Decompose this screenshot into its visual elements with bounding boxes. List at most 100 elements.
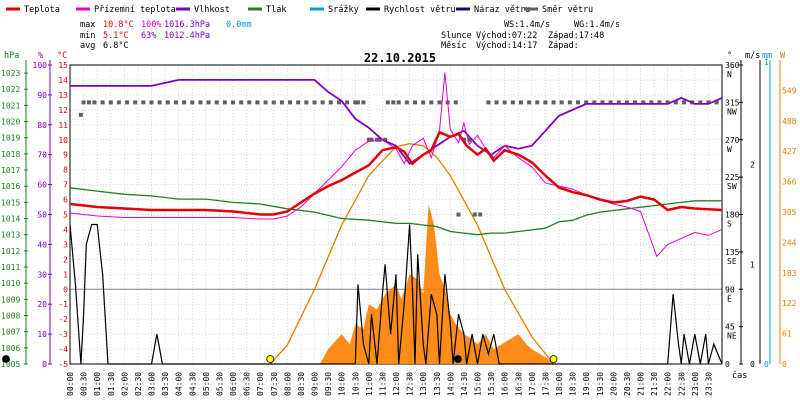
- direction-tick-label: 180: [725, 211, 740, 220]
- wind-direction-point: [231, 100, 235, 105]
- time-tick-label: 05:00: [202, 372, 211, 396]
- wind-tick-label: 0: [750, 360, 755, 369]
- temp-tick-label: 4: [63, 225, 68, 234]
- wind-direction-point: [559, 100, 564, 105]
- wind-direction-point: [355, 100, 360, 105]
- temp-tick-label: 5: [63, 211, 68, 220]
- legend-label: Tlak: [266, 5, 286, 15]
- direction-tick-label: 90: [725, 285, 735, 294]
- direction-compass-label: S: [727, 220, 732, 229]
- time-tick-label: 13:30: [433, 372, 442, 396]
- time-tick-label: 20:30: [623, 372, 632, 396]
- wind-direction-point: [413, 100, 418, 105]
- time-tick-label: 18:30: [569, 372, 578, 396]
- wind-direction-point: [600, 100, 605, 105]
- time-tick-label: 14:30: [460, 372, 469, 396]
- wind-direction-point: [190, 100, 195, 105]
- direction-compass-label: W: [727, 145, 732, 154]
- solar-tick-label: 488: [782, 117, 797, 126]
- max-temp: 10.8°C: [103, 20, 134, 30]
- time-tick-label: 01:30: [107, 372, 116, 396]
- wind-direction-point: [714, 100, 719, 105]
- time-tick-label: 03:00: [148, 372, 157, 396]
- wind-direction-point: [255, 100, 260, 105]
- time-tick-label: 09:30: [324, 372, 333, 396]
- wind-direction-point: [116, 100, 121, 105]
- wind-speed-line: [69, 223, 723, 365]
- time-tick-label: 21:30: [650, 372, 659, 396]
- wind-direction-point: [633, 100, 638, 105]
- temp-tick-label: 11: [58, 121, 68, 130]
- min-label: min: [80, 31, 95, 41]
- wind-direction-point: [391, 100, 396, 105]
- wind-direction-point: [510, 100, 515, 105]
- temp-tick-label: 1: [63, 270, 68, 279]
- pressure-tick-label: 1018: [1, 150, 20, 159]
- pressure-tick-label: 1012: [1, 247, 20, 256]
- time-tick-label: 19:30: [596, 372, 605, 396]
- time-tick-label: 15:30: [487, 372, 496, 396]
- temp-tick-label: -4: [58, 345, 68, 354]
- time-tick-label: 09:00: [311, 372, 320, 396]
- sun-rise: Východ:07:22: [476, 31, 537, 41]
- unit-hpa: hPa: [4, 51, 19, 61]
- legend: Teplota Přízemní teplota Vlhkost Tlak Srážky…: [6, 5, 593, 15]
- sunset-marker: [549, 355, 558, 363]
- time-tick-label: 07:00: [256, 372, 265, 396]
- wg-value: WG:1.4m/s: [574, 20, 620, 30]
- wind-direction-point: [472, 212, 477, 217]
- direction-tick-label: 0: [725, 360, 730, 369]
- wind-direction-point: [396, 100, 401, 105]
- wind-direction-point: [206, 100, 211, 105]
- time-tick-label: 05:30: [215, 372, 224, 396]
- time-tick-label: 16:00: [501, 372, 510, 396]
- time-tick-label: 20:00: [609, 372, 618, 396]
- legend-label: Teplota: [24, 5, 60, 15]
- temp-tick-label: 7: [63, 181, 68, 190]
- wind-direction-point: [165, 100, 170, 105]
- moon-set: Západ:: [548, 41, 579, 51]
- humidity-tick-label: 40: [37, 240, 47, 249]
- wind-direction-point: [641, 100, 646, 105]
- wind-direction-point: [437, 100, 442, 105]
- rain-tick-label: 0: [764, 360, 769, 369]
- solar-tick-label: 244: [782, 238, 797, 247]
- max-rain: 0.0mm: [226, 20, 252, 30]
- legend-label: Vlhkost: [194, 5, 230, 15]
- humidity-tick-label: 10: [37, 330, 47, 339]
- chart-title: 22.10.2015: [364, 51, 436, 65]
- time-tick-label: 17:30: [541, 372, 550, 396]
- wind-direction-point: [92, 100, 97, 105]
- time-tick-label: 23:00: [691, 372, 700, 396]
- wind-direction-point: [518, 100, 523, 105]
- time-tick-label: 02:00: [120, 372, 129, 396]
- temp-tick-label: 8: [63, 166, 68, 175]
- time-tick-label: 12:00: [392, 372, 401, 396]
- wind-direction-point: [345, 100, 350, 105]
- wind-direction-point: [87, 100, 92, 105]
- wind-direction-point: [616, 100, 621, 105]
- time-tick-label: 02:30: [134, 372, 143, 396]
- plot-area: [2, 72, 723, 365]
- unit-headers: hPa % °C ° m/s mm W čas: [4, 51, 786, 381]
- pressure-tick-label: 1006: [1, 344, 20, 353]
- wind-direction-point: [681, 100, 686, 105]
- humidity-tick-label: 70: [37, 151, 47, 160]
- max-hum: 100%: [141, 20, 161, 30]
- time-tick-label: 11:00: [365, 372, 374, 396]
- temp-tick-label: 3: [63, 240, 68, 249]
- humidity-tick-label: 80: [37, 121, 47, 130]
- wind-direction-point: [353, 100, 358, 105]
- time-tick-label: 16:30: [514, 372, 523, 396]
- temp-tick-label: 10: [58, 136, 68, 145]
- solar-tick-label: 61: [782, 330, 792, 339]
- time-tick-label: 18:00: [555, 372, 564, 396]
- time-tick-label: 19:00: [582, 372, 591, 396]
- legend-label: Rychlost větru: [384, 5, 456, 15]
- wind-direction-point: [157, 100, 162, 105]
- pressure-tick-label: 1010: [1, 279, 20, 288]
- wind-direction-point: [78, 112, 83, 117]
- time-tick-label: 01:00: [93, 372, 102, 396]
- wind-direction-point: [657, 100, 662, 105]
- wind-direction-point: [584, 100, 589, 105]
